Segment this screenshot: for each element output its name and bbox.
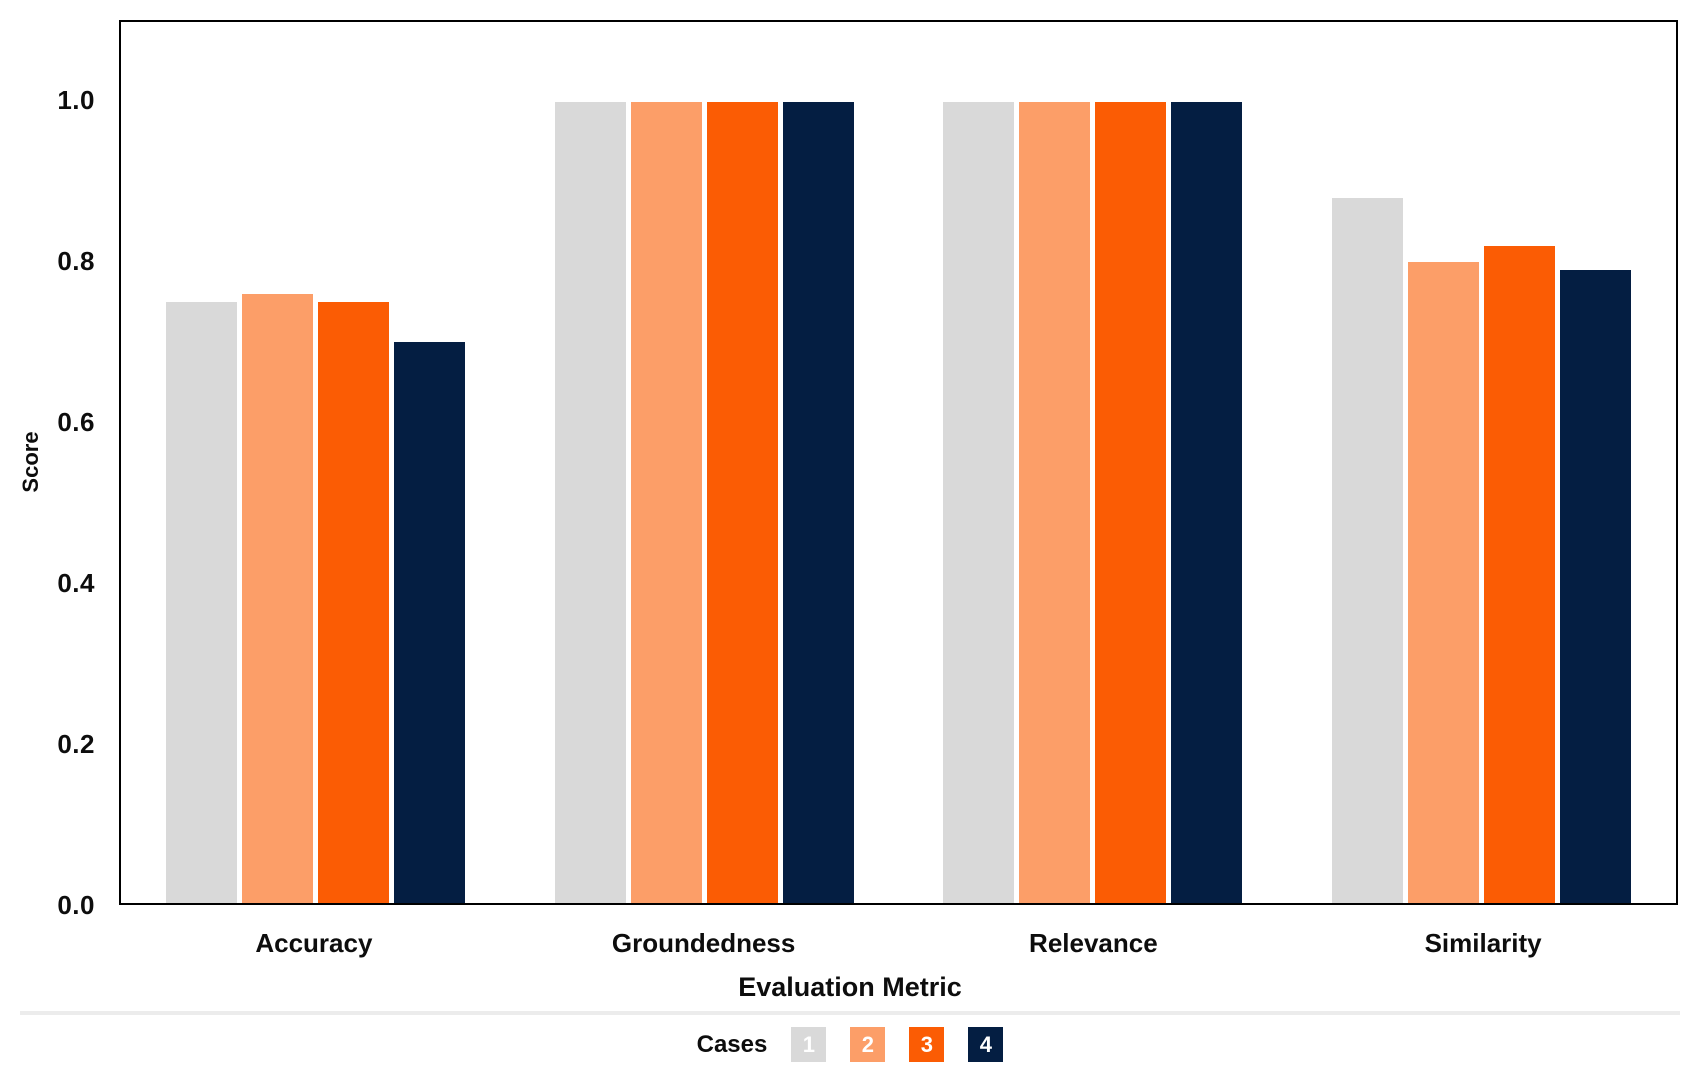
y-tick-label-0.2: 0.2 (57, 729, 95, 760)
legend-swatch-case-2[interactable]: 2 (850, 1027, 886, 1062)
x-label-relevance: Relevance (1029, 928, 1158, 958)
bar-relevance-case-4[interactable] (1171, 102, 1243, 903)
x-label-groundedness: Groundedness (611, 928, 796, 958)
legend-divider (20, 1011, 1680, 1015)
bar-relevance-case-2[interactable] (1019, 102, 1091, 903)
bar-groundedness-case-4[interactable] (782, 102, 854, 903)
bar-accuracy-case-2[interactable] (241, 294, 313, 903)
bar-accuracy-case-4[interactable] (393, 342, 465, 903)
bar-accuracy-case-1[interactable] (165, 302, 237, 903)
x-axis-category-labels: Accuracy Groundedness Relevance Similarity (119, 928, 1678, 959)
bar-similarity-case-3[interactable] (1484, 246, 1556, 903)
bar-accuracy-case-3[interactable] (317, 302, 389, 903)
bar-relevance-case-3[interactable] (1095, 102, 1167, 903)
y-tick-label-0.8: 0.8 (57, 246, 95, 277)
y-tick-label-0.0: 0.0 (57, 890, 95, 920)
bar-group-relevance (899, 22, 1288, 903)
legend-swatch-case-1[interactable]: 1 (791, 1027, 827, 1062)
x-axis-title: Evaluation Metric (738, 972, 962, 1002)
plot-area (119, 20, 1678, 905)
bar-relevance-case-1[interactable] (943, 102, 1015, 903)
legend-title: Cases (696, 1030, 768, 1058)
bar-similarity-case-4[interactable] (1560, 270, 1632, 903)
bar-group-groundedness (510, 22, 899, 903)
legend-swatch-case-3[interactable]: 3 (909, 1027, 945, 1062)
y-tick-label-0.6: 0.6 (57, 407, 95, 438)
y-axis-tick-labels: 0.0 0.2 0.4 0.6 0.8 1.0 (0, 0, 95, 1082)
y-axis-title: Score (18, 431, 43, 493)
bar-similarity-case-2[interactable] (1408, 262, 1480, 903)
bar-groundedness-case-3[interactable] (706, 102, 778, 903)
bar-groundedness-case-2[interactable] (630, 102, 702, 903)
bar-group-accuracy (121, 22, 510, 903)
bar-groundedness-case-1[interactable] (554, 102, 626, 903)
y-tick-label-1.0: 1.0 (57, 85, 95, 116)
x-label-accuracy: Accuracy (255, 928, 373, 958)
legend-swatch-case-4[interactable]: 4 (968, 1027, 1004, 1062)
y-tick-label-0.4: 0.4 (57, 568, 95, 599)
x-label-similarity: Similarity (1424, 928, 1542, 958)
bar-group-similarity (1287, 22, 1676, 903)
bar-similarity-case-1[interactable] (1332, 198, 1404, 903)
